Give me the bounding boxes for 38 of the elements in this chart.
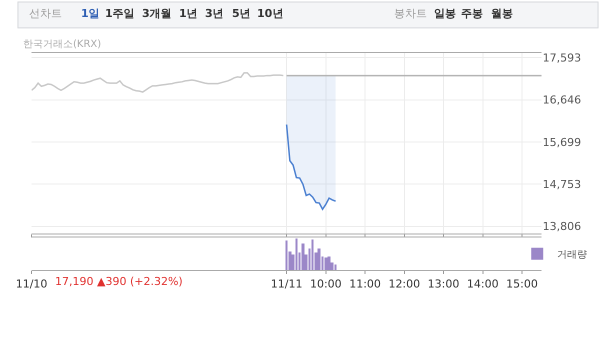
text: 주봉 [461, 7, 483, 20]
y-tick-label: 17,593 [542, 51, 582, 64]
text: 3개월 [142, 7, 172, 20]
x-tick-label: 15:00 [506, 277, 538, 290]
bar [324, 257, 328, 270]
text: 17,190 ▲390 (+2.32%) [55, 275, 183, 288]
x-tick-label: 12:00 [388, 277, 420, 290]
line-series [32, 72, 284, 93]
bar [334, 264, 337, 270]
x-tick-label: 10:00 [310, 277, 342, 290]
bar [312, 239, 314, 270]
text: 월봉 [491, 7, 513, 20]
y-tick-label: 15,699 [542, 136, 582, 149]
y-tick-label: 13,806 [542, 220, 582, 234]
bar [302, 243, 305, 270]
line-series [286, 124, 336, 210]
text: 선차트 [29, 7, 62, 20]
y-tick-label: 16,646 [542, 94, 582, 107]
legend-label: 거래량 [557, 250, 588, 261]
bar [318, 248, 321, 270]
x-tick-label: 11/11 [270, 277, 302, 290]
text: 한국거래소(KRX) [23, 39, 102, 50]
text: 10년 [257, 7, 284, 20]
text: 봉차트 [394, 7, 427, 20]
y-tick-label: 14,753 [542, 178, 582, 192]
x-tick-label: 11/10 [16, 277, 48, 290]
text: 1주일 [105, 7, 135, 20]
text: 3년 [205, 7, 224, 20]
bar [286, 240, 288, 270]
x-tick-label: 11:00 [349, 277, 381, 290]
bar [328, 256, 331, 270]
bar [296, 238, 298, 270]
text: 1일 [81, 7, 100, 20]
text: 5년 [232, 7, 251, 20]
x-tick-label: 13:00 [428, 277, 460, 290]
text: 1년 [179, 7, 198, 20]
text: 일봉 [434, 7, 456, 20]
x-tick-label: 14:00 [466, 277, 499, 290]
